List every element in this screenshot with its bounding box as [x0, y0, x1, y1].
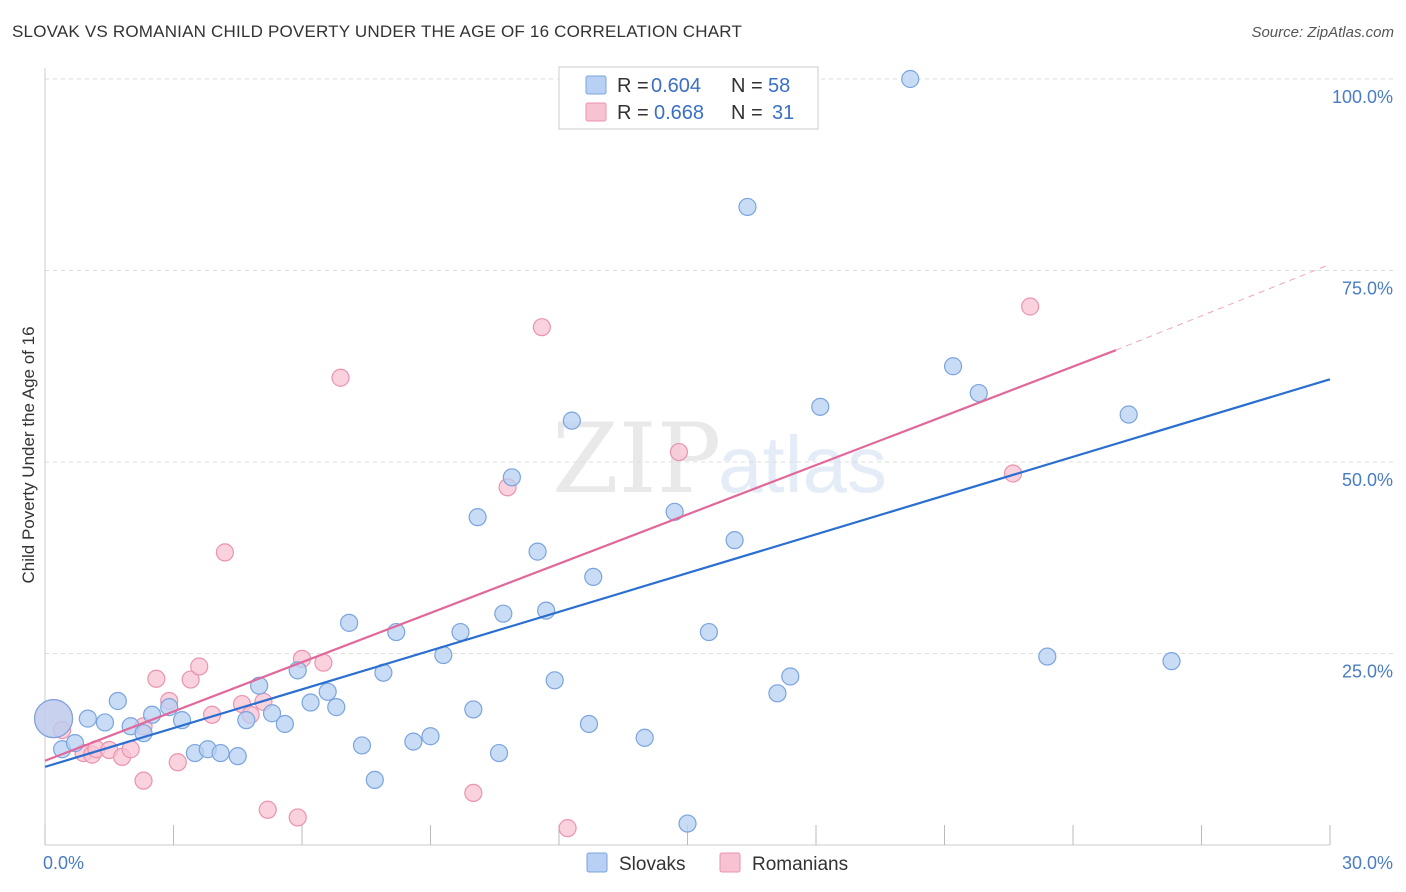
romanian-point-21 — [288, 808, 307, 827]
slovak-point-48 — [738, 197, 757, 217]
slovak-point-54 — [969, 383, 988, 403]
slovak-point-50 — [781, 667, 800, 686]
slovak-point-14 — [228, 747, 247, 766]
y-axis-title: Child Poverty Under the Age of 16 — [19, 326, 38, 583]
romanian-point-27 — [532, 318, 551, 337]
trend-line-romanians — [44, 349, 1117, 762]
slovak-point-41 — [579, 714, 599, 734]
chart-title: SLOVAK VS ROMANIAN CHILD POVERTY UNDER T… — [12, 22, 743, 41]
slovak-point-5 — [108, 691, 127, 711]
bottom-legend-label-slovaks: Slovaks — [619, 854, 686, 875]
watermark-atlas: atlas — [718, 420, 887, 509]
data-points — [33, 69, 1181, 838]
slovak-point-20 — [301, 693, 320, 712]
slovak-point-15 — [237, 711, 256, 730]
slovak-point-46 — [699, 622, 719, 642]
slovak-point-53 — [943, 357, 963, 376]
romanian-point-16 — [215, 543, 234, 562]
romanian-point-9 — [134, 771, 153, 790]
slovak-point-23 — [340, 613, 359, 632]
bottom-legend-swatch-slovaks — [586, 852, 608, 873]
romanian-point-10 — [147, 669, 166, 688]
slovak-point-39 — [545, 671, 564, 690]
slovak-point-45 — [678, 814, 697, 833]
slovak-point-33 — [468, 508, 487, 527]
slovak-point-57 — [1162, 652, 1181, 671]
source-label: Source: ZipAtlas.com — [1251, 24, 1394, 41]
watermark: ZIP atlas — [552, 403, 887, 515]
legend: R = 0.604 N = 58 R = 0.668 N = 31 — [558, 66, 819, 130]
romanian-point-20 — [258, 800, 277, 819]
slovak-point-34 — [489, 743, 509, 763]
y-tick-label-0: 25.0% — [1342, 662, 1393, 682]
slovak-point-35 — [494, 604, 513, 623]
romanian-point-12 — [168, 753, 187, 772]
slovak-point-37 — [528, 542, 547, 561]
legend-n-value-slovaks: 58 — [768, 75, 790, 97]
slovak-point-52 — [901, 69, 920, 89]
slovak-point-18 — [275, 714, 294, 734]
legend-swatch-romanians — [585, 102, 607, 122]
slovak-point-22 — [327, 698, 346, 717]
romanian-point-29 — [669, 442, 689, 462]
legend-r-value-romanians: 0.668 — [654, 102, 704, 124]
slovak-point-13 — [211, 743, 230, 763]
slovak-point-47 — [725, 531, 744, 550]
slovak-point-51 — [811, 397, 830, 416]
slovak-point-36 — [502, 468, 521, 487]
romanian-point-14 — [190, 657, 209, 676]
slovak-point-31 — [451, 622, 470, 642]
slovak-point-32 — [464, 700, 483, 719]
romanian-point-25 — [464, 783, 483, 803]
legend-swatch-slovaks — [585, 75, 607, 95]
slovak-point-56 — [1119, 405, 1138, 424]
slovak-point-24 — [352, 736, 372, 755]
legend-n-label-slovaks: N = — [731, 75, 763, 97]
slovak-point-17 — [262, 704, 282, 723]
legend-r-label-slovaks: R = — [617, 75, 649, 97]
bottom-legend-label-romanians: Romanians — [752, 854, 848, 875]
gridlines — [45, 78, 1394, 654]
legend-n-label-romanians: N = — [731, 102, 763, 124]
slovak-point-25 — [365, 770, 384, 789]
slovak-point-55 — [1038, 647, 1057, 666]
legend-r-value-slovaks: 0.604 — [651, 75, 701, 97]
tick-labels: 25.0% 50.0% 75.0% 100.0% 0.0% 30.0% — [43, 87, 1393, 873]
romanian-point-30 — [1003, 464, 1023, 483]
x-tick-label-0: 0.0% — [43, 853, 84, 873]
trend-line-slovaks — [44, 378, 1331, 768]
slovak-point-0 — [33, 699, 74, 739]
x-tick-label-1: 30.0% — [1342, 853, 1393, 873]
legend-n-value-romanians: 31 — [772, 102, 794, 124]
slovak-point-29 — [421, 727, 440, 746]
trend-lines — [44, 263, 1331, 768]
bottom-legend: Slovaks Romanians — [586, 852, 848, 875]
slovak-point-49 — [768, 684, 787, 703]
romanian-point-13 — [181, 670, 200, 689]
legend-r-label-romanians: R = — [617, 102, 649, 124]
slovak-point-4 — [95, 713, 115, 732]
slovak-point-42 — [584, 567, 603, 587]
slovak-point-3 — [78, 709, 97, 728]
slovak-point-40 — [562, 411, 581, 430]
y-tick-label-3: 100.0% — [1332, 87, 1393, 107]
bottom-legend-swatch-romanians — [719, 852, 741, 873]
romanian-point-24 — [331, 368, 350, 387]
romanian-point-28 — [558, 819, 577, 838]
slovak-point-21 — [318, 682, 337, 701]
y-tick-label-2: 75.0% — [1342, 279, 1393, 299]
slovak-point-43 — [635, 728, 654, 747]
trend-line-romanians-extension — [1115, 263, 1331, 351]
romanian-point-31 — [1021, 297, 1040, 316]
y-tick-label-1: 50.0% — [1342, 470, 1393, 490]
slovak-point-28 — [404, 732, 423, 751]
